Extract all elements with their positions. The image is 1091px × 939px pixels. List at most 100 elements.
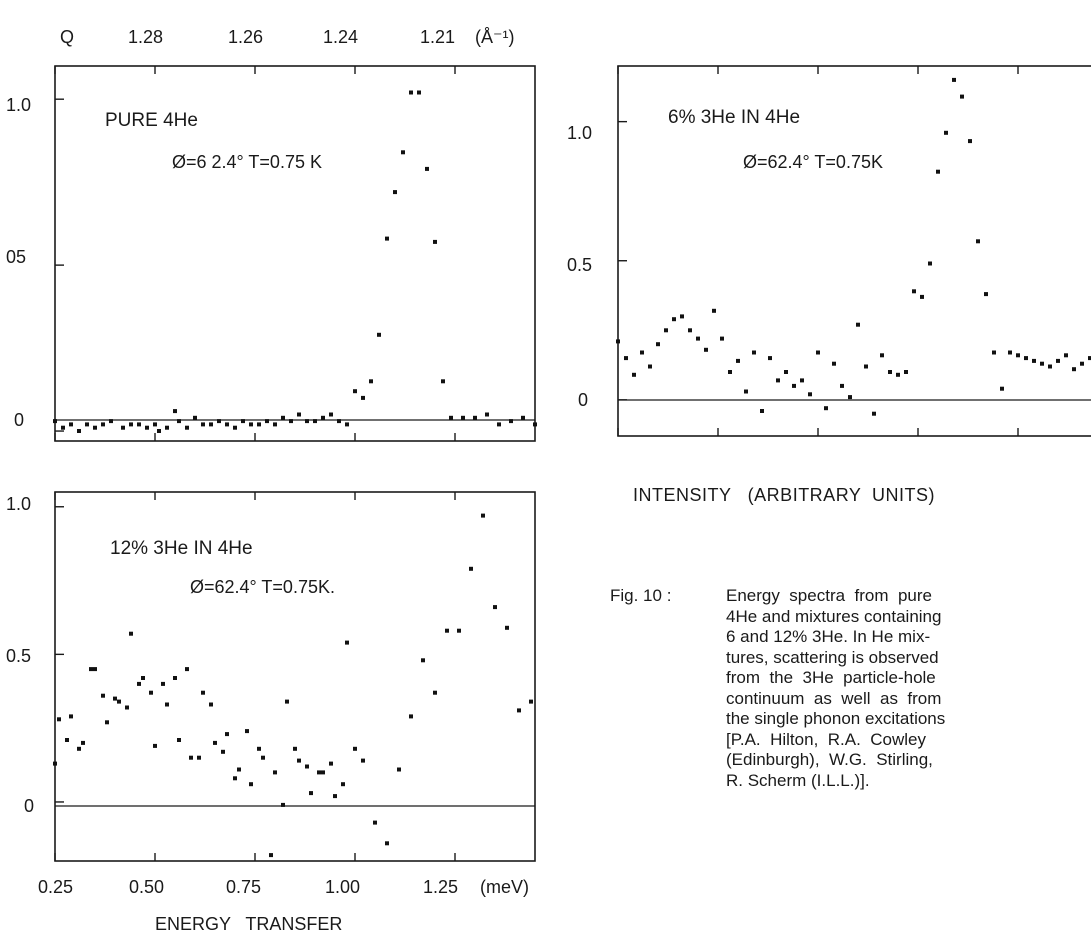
data-point bbox=[153, 743, 157, 748]
data-point bbox=[441, 379, 445, 384]
y-axis-title: INTENSITY (ARBITRARY UNITS) bbox=[633, 485, 936, 505]
data-point bbox=[960, 94, 964, 99]
data-point bbox=[77, 429, 81, 433]
data-point bbox=[333, 794, 337, 799]
x-tick-labels: 0.25 0.50 0.75 1.00 1.25 (meV) bbox=[38, 877, 529, 897]
data-point bbox=[53, 419, 57, 424]
data-point bbox=[720, 336, 724, 341]
data-point bbox=[393, 190, 397, 195]
data-point bbox=[141, 676, 145, 680]
data-point bbox=[85, 422, 89, 427]
data-point bbox=[241, 419, 245, 424]
data-point bbox=[257, 422, 261, 427]
data-point bbox=[433, 239, 437, 244]
data-point bbox=[672, 317, 676, 322]
x-tick-label: 1.00 bbox=[325, 877, 360, 897]
data-point bbox=[792, 383, 796, 388]
y-tick-label: 1.0 bbox=[567, 123, 592, 143]
data-point bbox=[101, 693, 105, 698]
data-point bbox=[1000, 386, 1004, 391]
data-point bbox=[113, 696, 117, 701]
panel-6pct-3he: 6% 3He IN 4He Ø=62.4° T=0.75K 1.0 0.5 0 bbox=[567, 65, 1091, 437]
data-point bbox=[712, 308, 716, 313]
data-point bbox=[157, 429, 161, 433]
data-point bbox=[976, 239, 980, 244]
data-point bbox=[888, 370, 892, 374]
data-point bbox=[832, 361, 836, 366]
data-point bbox=[1080, 361, 1084, 366]
data-point bbox=[173, 409, 177, 414]
data-point bbox=[880, 353, 884, 358]
data-point bbox=[305, 419, 309, 424]
data-point bbox=[261, 755, 265, 760]
data-point bbox=[397, 767, 401, 772]
x-tick-label: 1.25 bbox=[423, 877, 458, 897]
data-point bbox=[297, 758, 301, 763]
data-point bbox=[485, 412, 489, 417]
data-point bbox=[984, 292, 988, 297]
data-point bbox=[509, 419, 513, 424]
data-point bbox=[768, 356, 772, 361]
data-point bbox=[680, 314, 684, 319]
x-tick-label: 0.75 bbox=[226, 877, 261, 897]
data-point bbox=[177, 738, 181, 742]
data-point bbox=[361, 395, 365, 400]
data-point bbox=[165, 702, 169, 707]
data-point bbox=[129, 422, 133, 427]
data-point bbox=[1064, 353, 1068, 358]
data-point bbox=[317, 770, 321, 775]
data-point bbox=[153, 422, 157, 427]
top-axis-unit: (Å⁻¹) bbox=[475, 27, 515, 47]
data-point bbox=[101, 422, 105, 427]
data-point bbox=[329, 412, 333, 417]
y-tick-labels: 1.0 05 0 bbox=[6, 95, 31, 430]
data-point bbox=[421, 658, 425, 663]
data-point bbox=[688, 328, 692, 333]
data-point bbox=[425, 166, 429, 171]
data-point bbox=[824, 406, 828, 411]
x-unit-label: (meV) bbox=[480, 877, 529, 897]
data-point bbox=[249, 422, 253, 427]
data-point bbox=[209, 422, 213, 427]
data-point bbox=[696, 336, 700, 341]
data-point bbox=[896, 372, 900, 377]
data-point bbox=[493, 605, 497, 610]
tick-marks bbox=[54, 66, 456, 441]
data-point bbox=[285, 699, 289, 704]
data-point bbox=[209, 702, 213, 707]
data-point bbox=[1072, 367, 1076, 372]
data-point bbox=[936, 169, 940, 174]
data-point bbox=[1040, 361, 1044, 366]
data-point bbox=[221, 749, 225, 754]
y-tick-label: 0 bbox=[24, 796, 34, 816]
top-axis-tick-label: 1.21 bbox=[420, 27, 455, 47]
data-point bbox=[329, 761, 333, 766]
data-point bbox=[65, 738, 69, 742]
data-point bbox=[469, 566, 473, 571]
panel-frame bbox=[617, 65, 1091, 437]
data-point bbox=[125, 705, 129, 710]
data-point bbox=[137, 681, 141, 686]
panel-label: 6% 3He IN 4He bbox=[668, 107, 800, 128]
data-point bbox=[481, 513, 485, 518]
data-point bbox=[233, 425, 237, 430]
data-point bbox=[409, 714, 413, 719]
data-point bbox=[373, 820, 377, 825]
data-point bbox=[297, 412, 301, 417]
data-point bbox=[872, 411, 876, 416]
panel-label: PURE 4He bbox=[105, 110, 198, 131]
tick-marks bbox=[617, 66, 1019, 436]
data-point bbox=[161, 681, 165, 686]
data-point bbox=[149, 690, 153, 695]
y-tick-label: 0.5 bbox=[6, 646, 31, 666]
panel-label: 12% 3He IN 4He bbox=[110, 538, 253, 559]
top-axis-tick-label: 1.24 bbox=[323, 27, 358, 47]
data-point bbox=[245, 729, 249, 734]
data-point bbox=[93, 667, 97, 672]
data-point bbox=[616, 339, 620, 344]
data-point bbox=[353, 389, 357, 394]
data-point bbox=[656, 342, 660, 347]
data-point bbox=[281, 802, 285, 807]
data-point bbox=[704, 347, 708, 352]
data-point bbox=[249, 782, 253, 787]
